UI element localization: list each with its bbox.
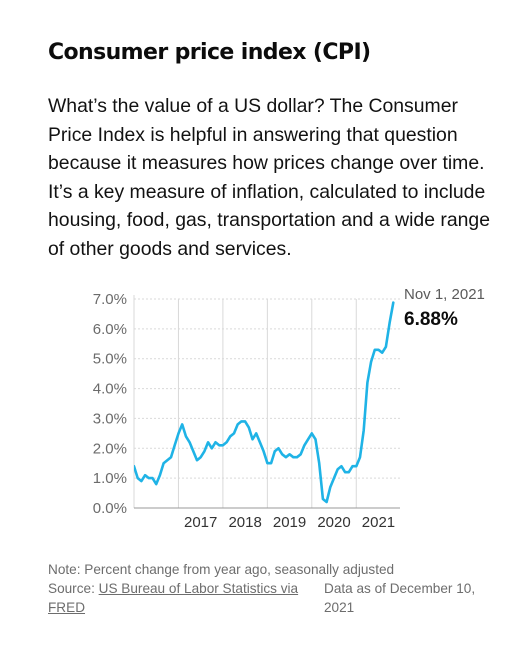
y-axis: 0.0% 1.0% 2.0% 3.0% 4.0% 5.0% 6.0% 7.0% <box>93 291 135 517</box>
note-text: Note: Percent change from year ago, seas… <box>48 562 395 577</box>
y-tick-label: 7.0% <box>93 291 127 308</box>
x-tick-label: 2021 <box>362 514 395 531</box>
description: What’s the value of a US dollar? The Con… <box>48 95 490 260</box>
chart-title: Consumer price index (CPI) <box>48 40 371 65</box>
grid-lines <box>134 298 400 508</box>
source-block: Source: US Bureau of Labor Statistics vi… <box>48 579 318 617</box>
y-tick-label: 3.0% <box>93 410 127 427</box>
source-prefix: Source: <box>48 581 99 596</box>
annotation-date: Nov 1, 2021 <box>404 286 485 303</box>
source-link[interactable]: US Bureau of Labor Statistics via FRED <box>48 581 299 615</box>
data-as-of: Data as of December 10, 2021 <box>324 581 476 615</box>
x-tick-label: 2020 <box>317 514 350 531</box>
series-line <box>134 301 395 504</box>
x-axis: 2017 2018 2019 2020 2021 <box>134 507 400 531</box>
x-tick-label: 2017 <box>184 514 217 531</box>
annotation-value: 6.88% <box>404 309 458 330</box>
y-tick-label: 6.0% <box>93 321 127 338</box>
x-tick-label: 2019 <box>273 514 306 531</box>
annotation: Nov 1, 2021 6.88% <box>404 286 485 330</box>
series-group <box>134 301 395 504</box>
y-tick-label: 0.0% <box>93 500 127 517</box>
y-tick-label: 5.0% <box>93 351 127 368</box>
y-tick-label: 4.0% <box>93 381 127 398</box>
chart-notes: Note: Percent change from year ago, seas… <box>48 560 508 615</box>
cpi-line-chart: 0.0%1.0%2.0%3.0%4.0%5.0%6.0%7.0% 2017 201… <box>93 286 485 531</box>
x-tick-label: 2018 <box>228 514 261 531</box>
y-tick-label: 2.0% <box>93 440 127 457</box>
y-tick-label: 1.0% <box>93 470 127 487</box>
